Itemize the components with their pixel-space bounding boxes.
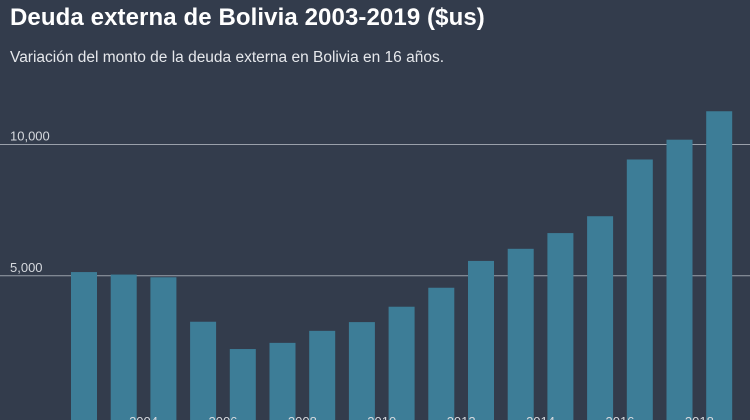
x-axis-tick-labels: 2004 2006 2008 2010 2012 2014 2016 2018 bbox=[129, 414, 714, 420]
bar-2010 bbox=[348, 322, 375, 420]
bar-2014 bbox=[507, 248, 534, 420]
bar-2007 bbox=[229, 349, 256, 420]
bar-2005 bbox=[150, 277, 177, 420]
x-tick-label: 2008 bbox=[288, 414, 317, 420]
x-tick-label: 2006 bbox=[208, 414, 237, 420]
bar-2011 bbox=[388, 306, 415, 420]
y-tick-label: 10,000 bbox=[10, 129, 50, 144]
bar-2009 bbox=[309, 330, 336, 420]
bar-2012 bbox=[428, 287, 455, 420]
bar-2015 bbox=[547, 233, 574, 420]
y-tick-label: 5,000 bbox=[10, 260, 43, 275]
bar-2008 bbox=[269, 342, 296, 420]
chart-title: Deuda externa de Bolivia 2003-2019 ($us) bbox=[10, 4, 485, 31]
x-tick-label: 2016 bbox=[605, 414, 634, 420]
x-tick-label: 2014 bbox=[526, 414, 555, 420]
chart-subtitle: Variación del monto de la deuda externa … bbox=[10, 49, 445, 66]
bar-2018 bbox=[666, 139, 693, 420]
bar-2003 bbox=[71, 272, 97, 420]
bar-2006 bbox=[190, 321, 217, 420]
bars bbox=[71, 111, 733, 420]
y-axis-tick-labels: 5,000 10,000 bbox=[10, 129, 50, 275]
bar-2013 bbox=[468, 260, 494, 420]
bar-2019 bbox=[706, 111, 733, 420]
x-tick-label: 2018 bbox=[685, 414, 714, 420]
bar-2017 bbox=[626, 159, 653, 420]
x-tick-label: 2004 bbox=[129, 414, 158, 420]
x-tick-label: 2012 bbox=[447, 414, 476, 420]
bar-2016 bbox=[587, 216, 614, 420]
x-tick-label: 2010 bbox=[367, 414, 396, 420]
bar-2004 bbox=[110, 274, 137, 420]
